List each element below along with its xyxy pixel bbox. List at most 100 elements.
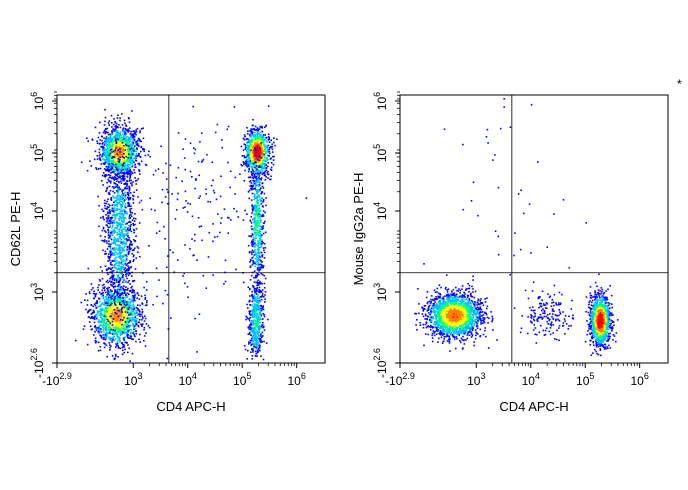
event-dot (133, 296, 135, 299)
event-dot (122, 281, 124, 284)
event-dot (127, 155, 129, 157)
event-dot (118, 175, 121, 177)
event-dot (102, 292, 104, 294)
event-dot (135, 157, 137, 159)
event-dot (118, 177, 120, 179)
event-dot (109, 152, 112, 155)
event-dot (102, 324, 105, 327)
event-dot (85, 293, 87, 295)
event-dot (115, 164, 117, 167)
event-dot (124, 205, 126, 207)
event-dot (122, 328, 125, 331)
event-dot (126, 179, 128, 182)
event-dot (108, 140, 110, 143)
event-dot (108, 257, 111, 260)
event-dot (251, 204, 253, 206)
event-dot (113, 222, 116, 224)
event-dot (103, 342, 106, 344)
event-dot (127, 323, 130, 325)
event-dot (96, 312, 99, 315)
event-dot (120, 196, 123, 199)
event-dot (121, 266, 123, 268)
event-dot (263, 152, 265, 154)
event-dot (102, 327, 105, 329)
event-dot (117, 329, 120, 332)
event-dot (116, 307, 119, 309)
event-dot (115, 213, 118, 215)
event-dot (121, 324, 123, 327)
event-dot (105, 202, 107, 205)
event-dot (257, 162, 260, 164)
event-dot (118, 262, 120, 265)
event-dot (125, 138, 128, 141)
event-dot (120, 161, 123, 163)
event-dot (251, 166, 253, 168)
event-dot (135, 235, 137, 237)
event-dot (124, 348, 126, 351)
event-dot (247, 133, 249, 135)
event-dot (122, 305, 125, 308)
event-dot (267, 150, 269, 153)
event-dot (129, 157, 131, 160)
event-dot (80, 161, 83, 164)
event-dot (103, 153, 106, 155)
event-dot (112, 329, 115, 331)
event-dot (144, 345, 147, 347)
event-dot (116, 165, 118, 168)
event-dot (113, 211, 115, 214)
event-dot (109, 319, 111, 321)
event-dot (107, 133, 110, 136)
event-dot (121, 263, 123, 265)
event-dot (126, 296, 129, 298)
event-dot (258, 150, 260, 153)
event-dot (135, 257, 137, 259)
event-dot (257, 160, 259, 163)
event-dot (109, 317, 112, 320)
event-dot (110, 199, 113, 201)
event-dot (115, 147, 117, 149)
event-dot (262, 206, 264, 208)
event-dot (105, 131, 107, 133)
event-dot (130, 157, 133, 160)
event-dot (109, 332, 112, 335)
event-dot (121, 154, 123, 156)
event-dot (103, 149, 105, 152)
event-dot (263, 144, 266, 146)
event-dot (129, 164, 131, 166)
event-dot (135, 324, 137, 326)
event-dot (103, 316, 106, 319)
event-dot (131, 275, 133, 277)
event-dot (113, 182, 116, 185)
event-dot (88, 309, 90, 312)
event-dot (259, 221, 262, 223)
event-dot (118, 281, 121, 284)
event-dot (113, 181, 116, 184)
event-dot (128, 229, 130, 232)
event-dot (142, 147, 144, 150)
event-dot (122, 160, 124, 163)
event-dot (258, 149, 261, 152)
event-dot (102, 162, 105, 165)
event-dot (261, 151, 263, 153)
event-dot (101, 270, 103, 272)
event-dot (111, 333, 114, 335)
event-dot (108, 204, 111, 207)
event-dot (98, 284, 100, 286)
event-dot (253, 173, 256, 176)
event-dot (130, 223, 132, 226)
event-dot (127, 239, 130, 241)
event-dot (131, 249, 134, 252)
event-dot (259, 153, 262, 155)
event-dot (108, 336, 110, 339)
event-dot (110, 155, 112, 158)
event-dot (136, 292, 139, 294)
event-dot (262, 199, 265, 201)
event-dot (135, 310, 137, 312)
event-dot (112, 163, 114, 165)
event-dot (122, 198, 125, 201)
event-dot (116, 324, 118, 327)
event-dot (126, 183, 128, 186)
event-dot (124, 336, 126, 338)
event-dot (124, 169, 127, 171)
event-dot (120, 148, 122, 151)
